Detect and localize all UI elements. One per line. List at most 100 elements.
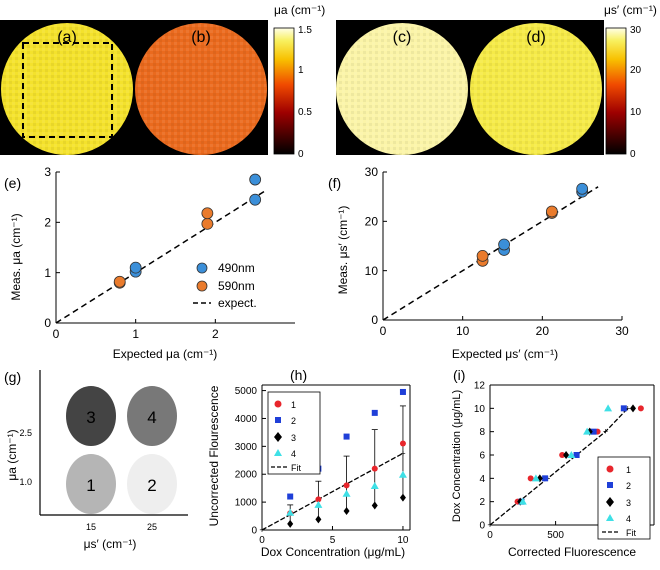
fit-point: + [487,520,492,530]
x-tick-label: 0 [53,327,60,341]
panel-f-xlabel: Expected μs′ (cm⁻¹) [452,347,558,361]
phantom-2-label: 2 [147,476,156,495]
point-590nm [476,249,489,262]
panel-g-xlabel: μs′ (cm⁻¹) [84,537,137,551]
y-tick-label: 4000 [235,414,258,425]
phantom-3 [66,386,116,446]
y-tick-label: 8 [479,427,485,438]
legend-label-2: 2 [626,481,631,491]
phantom-4 [127,386,177,446]
colorbar-mus-tick: 20 [630,65,642,76]
colorbar-mua-tick: 0 [298,149,304,160]
series-3-point [315,515,322,524]
series-4-point [398,470,407,478]
x-tick-label: 0 [259,535,265,546]
panel-e-label: (e) [4,175,21,191]
colorbar-mua-tick: 1 [298,65,304,76]
series-2-point [573,452,580,458]
panel-g: (g) μa (cm⁻¹) 2.5 1.0 15 25 μs′ (cm⁻¹) 1… [4,369,188,551]
panel-h-xlabel: Dox Concentration (μg/mL) [261,545,405,559]
fit-point: + [625,403,630,413]
panel-g-ytick: 1.0 [19,477,32,487]
legend-label-fit: Fit [626,528,636,538]
series-1-point [371,465,378,472]
series-1-point [315,496,322,503]
panel-i-xlabel: Corrected Fluorescence [508,545,636,559]
legend-marker-4 [274,449,282,456]
x-tick-label: 20 [536,324,550,338]
legend-marker-590 [196,280,208,292]
y-tick-label: 12 [474,381,486,392]
colorbar-mus-label: μs′ (cm⁻¹) [604,3,657,17]
point-590nm [201,217,214,230]
panel-f-ylabel: Meas. μs′ (cm⁻¹) [336,206,350,295]
point-590nm [201,207,214,220]
y-tick-label: 0 [44,316,51,330]
series-2-point [590,428,597,435]
series-3-point [563,451,570,459]
panel-e-legend: 490nm 590nm expect. [193,261,257,310]
legend-marker-490 [196,262,208,274]
series-4-point [370,481,379,489]
legend-marker-2 [275,417,281,423]
legend-marker-3 [606,497,614,507]
series-2-point [343,433,350,440]
fit-point: + [400,448,405,458]
series-3-point [343,507,350,516]
series-4-point [314,500,323,508]
panel-h: (h) Uncorrected Flourescence Dox Concent… [207,367,411,559]
colorbar-mua-tick: 0.5 [298,107,312,118]
fit-point: + [259,525,264,535]
x-tick-label: 30 [615,324,629,338]
x-tick-label: 2 [212,327,219,341]
series-1-point [637,405,644,412]
legend-label-490: 490nm [218,261,255,275]
series-3-point [371,501,378,510]
phantom-2 [127,454,177,514]
legend-marker-4 [606,514,614,521]
panel-g-xtick: 25 [147,522,157,532]
point-490nm [249,173,262,186]
legend-label-4: 4 [626,514,631,524]
series-1-point [527,475,534,482]
legend-label-fit: Fit [291,463,301,473]
panel-e-ylabel: Meas. μa (cm⁻¹) [9,213,23,300]
map-c-label: (c) [393,29,412,46]
series-2-point [542,475,549,482]
legend-label-expect: expect. [218,296,257,310]
series-3-point [399,493,406,502]
series-1-point [399,440,406,447]
y-tick-label: 0 [479,521,485,532]
y-tick-label: 2 [44,216,51,230]
series-2-point [287,493,294,500]
y-tick-label: 4 [479,474,485,485]
panel-h-legend: 1 2 3 4 Fit [267,391,321,475]
legend-marker-1 [606,465,614,473]
series-4-point [567,451,576,458]
series-3-point [630,404,637,413]
y-tick-label: 1 [44,266,51,280]
colorbar-mua [273,27,295,155]
colorbar-mus [605,27,627,155]
y-tick-label: 5000 [235,386,258,397]
expect-line [382,186,599,321]
point-490nm [129,261,142,274]
x-tick-label: 500 [547,530,564,541]
y-tick-label: 10 [474,404,486,415]
legend-label-3: 3 [626,498,631,508]
series-1-point [343,482,350,489]
panel-g-label: (g) [4,369,21,385]
panel-g-xtick: 15 [86,522,96,532]
x-tick-label: 10 [397,535,409,546]
colorbar-mua-tick: 1.5 [298,25,312,36]
point-490nm [498,238,510,251]
expect-line [55,188,268,324]
panel-g-ytick: 2.5 [19,428,32,438]
y-tick-label: 1000 [235,498,258,509]
x-tick-label: 5 [330,535,336,546]
y-tick-label: 2 [479,497,485,508]
phantom-1-label: 1 [86,476,95,495]
panel-e-xlabel: Expected μa (cm⁻¹) [113,347,218,361]
y-tick-label: 2000 [235,470,258,481]
map-d-label: (d) [526,29,546,46]
